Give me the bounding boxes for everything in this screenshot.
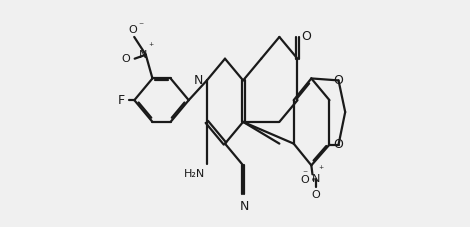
Text: H₂N: H₂N — [184, 169, 205, 179]
Text: O: O — [121, 54, 130, 64]
Text: ⁺: ⁺ — [318, 165, 323, 175]
Text: ⁺: ⁺ — [148, 42, 153, 52]
Text: N: N — [194, 74, 203, 87]
Text: O: O — [128, 25, 137, 35]
Text: O: O — [312, 190, 320, 200]
Text: N: N — [240, 200, 249, 213]
Text: ⁻: ⁻ — [303, 169, 308, 179]
Text: O: O — [301, 175, 310, 185]
Text: N: N — [312, 174, 320, 184]
Text: O: O — [301, 30, 311, 43]
Text: F: F — [118, 94, 125, 107]
Text: ⁻: ⁻ — [138, 21, 143, 31]
Text: O: O — [334, 138, 344, 151]
Text: O: O — [334, 74, 344, 87]
Text: N: N — [140, 50, 148, 60]
